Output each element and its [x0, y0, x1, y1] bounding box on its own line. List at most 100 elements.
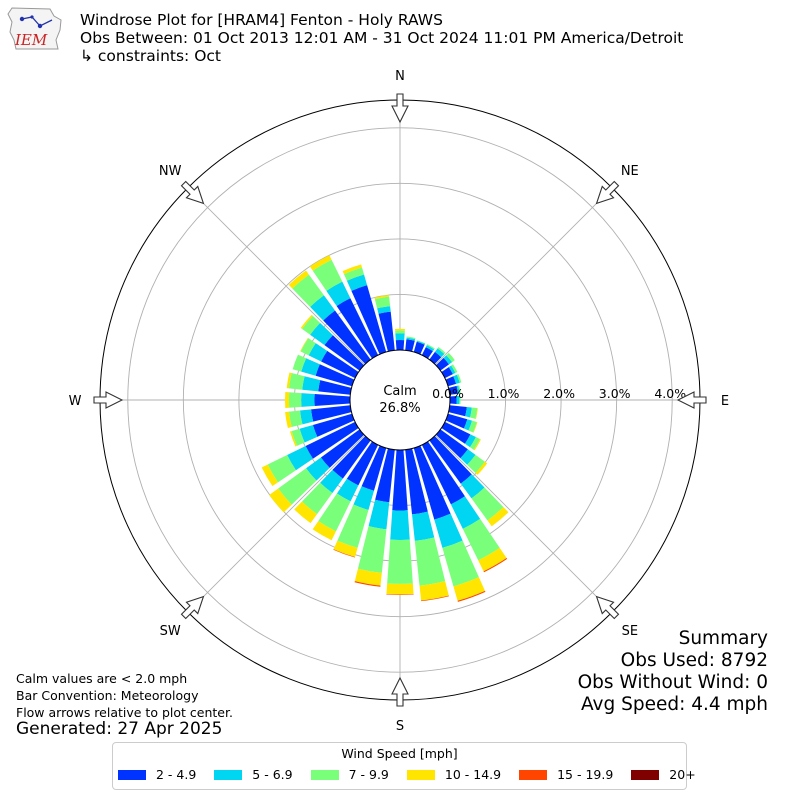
calm-circle [349, 349, 451, 451]
wind-bar-190-bin-0 [375, 448, 395, 503]
wind-bar-300-bin-2 [300, 338, 316, 356]
wind-bar-90-bin-1 [456, 395, 460, 405]
constraints-label: ↳ constraints: Oct [80, 47, 221, 65]
wind-bar-180-bin-2 [387, 539, 413, 584]
wind-bar-40-bin-1 [434, 348, 445, 358]
wind-bar-330-bin-0 [336, 298, 379, 359]
wind-bar-100-bin-2 [470, 407, 478, 419]
flow-arrow-se-icon [595, 595, 620, 620]
compass-label-se: SE [622, 624, 638, 639]
grid-spoke [435, 187, 613, 365]
wind-bar-130-bin-2 [467, 454, 485, 473]
wind-bar-130-bin-3 [475, 461, 488, 475]
wind-bar-150-bin-0 [421, 441, 465, 505]
wind-bar-10-bin-2 [406, 336, 416, 340]
wind-bar-60-bin-1 [448, 365, 456, 375]
wind-bar-50-bin-0 [435, 357, 449, 371]
wind-bar-190-bin-4 [354, 581, 381, 587]
wind-bar-180-bin-4 [386, 593, 414, 595]
wind-bar-200-bin-4 [333, 549, 355, 558]
wind-bar-320-bin-1 [310, 295, 336, 321]
wind-bar-180-bin-0 [392, 449, 408, 511]
wind-bar-350-bin-0 [378, 311, 395, 352]
wind-bar-160-bin-1 [434, 513, 463, 548]
flow-arrow-sw-icon [180, 595, 205, 620]
wind-bar-60-bin-2 [451, 364, 458, 373]
radial-tick-label: 0.0% [432, 386, 464, 401]
wind-bar-0-bin-0 [395, 339, 405, 351]
wind-bar-200-bin-2 [337, 504, 369, 548]
wind-bar-120-bin-3 [473, 438, 481, 451]
legend-item: 2 - 4.9 [118, 767, 196, 782]
wind-bar-60-bin-0 [441, 367, 453, 379]
grid-spoke [187, 187, 365, 365]
calm-note: Calm values are < 2.0 mph [16, 671, 188, 686]
wind-bar-30-bin-2 [426, 344, 435, 350]
wind-bar-340-bin-2 [343, 267, 365, 281]
wind-bar-140-bin-0 [429, 435, 472, 484]
wind-bar-130-bin-1 [460, 449, 476, 465]
wind-bar-160-bin-4 [457, 590, 486, 602]
wind-bar-210-bin-1 [336, 478, 359, 502]
flow-arrow-e-icon [676, 391, 707, 409]
wind-bar-280-bin-0 [318, 380, 352, 395]
legend-item: 20+ [631, 767, 696, 782]
wind-bar-10-bin-1 [406, 337, 416, 341]
wind-bar-40-bin-0 [429, 351, 442, 365]
wind-bar-0-bin-2 [395, 330, 405, 334]
wind-bar-160-bin-2 [442, 540, 479, 587]
wind-bar-230-bin-1 [306, 457, 330, 481]
wind-bar-240-bin-3 [261, 464, 278, 487]
calm-label: Calm [383, 384, 416, 399]
wind-bar-350-bin-1 [377, 306, 391, 314]
wind-bar-310-bin-2 [302, 315, 321, 335]
wind-bar-270-bin-2 [288, 392, 302, 408]
wind-bar-210-bin-0 [346, 441, 379, 486]
wind-bar-210-bin-2 [318, 493, 351, 532]
wind-bar-70-bin-1 [453, 374, 460, 384]
wind-bar-90-bin-2 [459, 395, 461, 405]
wind-bar-0-bin-1 [395, 333, 405, 341]
wind-bar-310-bin-1 [310, 322, 333, 346]
radial-tick-label: 3.0% [599, 386, 631, 401]
flow-arrow-ne-icon [595, 180, 620, 205]
wind-bar-70-bin-2 [456, 374, 462, 383]
wind-bar-290-bin-0 [315, 364, 355, 387]
wind-bar-80-bin-2 [458, 385, 461, 394]
wind-bar-170-bin-2 [414, 537, 446, 586]
windrose-bars [261, 255, 509, 602]
legend-item: 7 - 9.9 [310, 767, 389, 782]
wind-bar-120-bin-0 [441, 421, 471, 444]
polar-grid [100, 100, 700, 700]
wind-bar-230-bin-3 [269, 488, 292, 513]
wind-bar-290-bin-2 [292, 354, 307, 372]
wind-bar-140-bin-2 [471, 487, 504, 521]
wind-bar-170-bin-0 [405, 448, 428, 515]
summary-heading: Summary [678, 628, 768, 649]
wind-bar-260-bin-0 [311, 405, 352, 422]
wind-bar-330-bin-2 [312, 259, 343, 291]
legend-swatch [214, 769, 243, 780]
wind-bar-220-bin-2 [301, 482, 333, 515]
wind-bar-30-bin-1 [425, 345, 435, 352]
wind-bar-350-bin-2 [374, 296, 391, 309]
wind-bar-220-bin-1 [320, 469, 343, 494]
legend-item: 5 - 6.9 [214, 767, 293, 782]
wind-bar-340-bin-1 [346, 274, 368, 291]
wind-bar-310-bin-3 [300, 314, 313, 329]
legend-swatch [118, 769, 146, 780]
wind-bar-180-bin-1 [390, 510, 410, 541]
compass-label-s: S [396, 719, 404, 734]
generated-date: Generated: 27 Apr 2025 [16, 719, 223, 739]
wind-bar-120-bin-2 [470, 437, 480, 450]
legend-item: 15 - 19.9 [519, 767, 613, 782]
wind-bar-260-bin-1 [299, 409, 314, 425]
wind-bar-100-bin-3 [475, 408, 478, 419]
wind-bar-250-bin-0 [312, 413, 355, 437]
wind-bar-10-bin-0 [405, 339, 415, 352]
grid-spoke [435, 435, 613, 613]
wind-bar-190-bin-1 [368, 499, 390, 530]
obs-without-wind: Obs Without Wind: 0 [577, 672, 768, 693]
wind-bar-50-bin-1 [443, 355, 453, 365]
obs-between-range: Obs Between: 01 Oct 2013 12:01 AM - 31 O… [80, 29, 684, 47]
